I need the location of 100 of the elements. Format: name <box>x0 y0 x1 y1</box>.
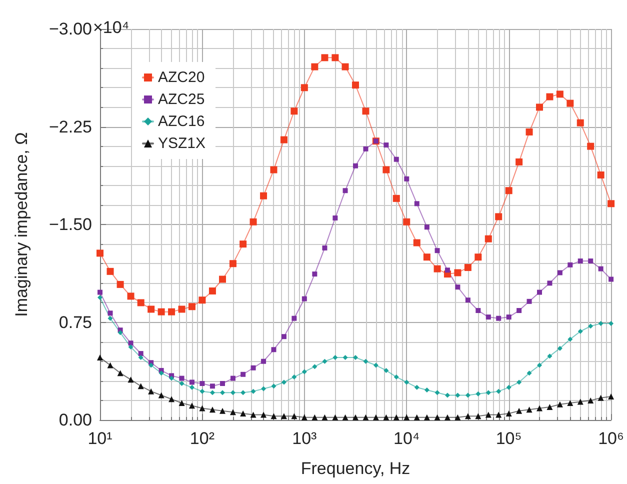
point <box>332 414 338 420</box>
point <box>200 388 205 394</box>
point <box>485 412 492 418</box>
point <box>208 287 216 294</box>
point <box>557 270 562 276</box>
point <box>220 381 226 386</box>
point <box>576 119 584 126</box>
point <box>578 328 583 334</box>
legend-label: AZC20 <box>158 69 205 86</box>
point <box>312 364 318 370</box>
point <box>454 269 462 276</box>
point <box>434 248 440 254</box>
point <box>342 414 348 420</box>
point <box>516 158 523 166</box>
legend-label: AZC25 <box>158 91 205 108</box>
point <box>106 268 114 275</box>
point <box>414 414 420 420</box>
point <box>219 276 226 283</box>
point <box>423 254 430 261</box>
point <box>332 215 338 220</box>
x-tick-label: 10⁶ <box>598 429 624 448</box>
point <box>209 406 216 413</box>
point <box>598 394 604 401</box>
point <box>290 108 298 115</box>
point <box>434 414 440 420</box>
point <box>281 380 286 385</box>
point <box>250 365 256 370</box>
point <box>414 201 420 206</box>
point <box>352 82 359 89</box>
point <box>127 292 134 300</box>
point <box>455 392 460 398</box>
annotation: ×10⁴ <box>93 18 130 37</box>
point <box>444 392 450 398</box>
point <box>352 414 358 420</box>
point <box>280 413 287 420</box>
point <box>158 392 164 398</box>
point <box>311 63 318 70</box>
point <box>332 354 338 360</box>
point <box>546 404 553 410</box>
point <box>464 264 472 272</box>
point <box>363 358 368 364</box>
point <box>300 84 308 92</box>
legend-label: AZC16 <box>158 113 205 130</box>
x-tick-label: 10² <box>190 429 215 448</box>
point <box>476 308 481 314</box>
point <box>189 384 194 390</box>
point <box>434 265 441 272</box>
point <box>198 296 206 304</box>
point <box>179 381 184 386</box>
point <box>556 90 564 98</box>
point <box>107 362 114 368</box>
point <box>200 381 205 386</box>
point <box>568 262 573 268</box>
point <box>352 354 358 360</box>
x-tick-label: 10⁴ <box>394 429 420 448</box>
point <box>240 410 246 416</box>
point <box>199 405 206 412</box>
point <box>404 414 410 420</box>
point <box>302 369 307 374</box>
point <box>363 146 368 152</box>
point <box>444 414 450 420</box>
point <box>116 280 124 288</box>
point <box>506 314 512 320</box>
point <box>220 390 226 396</box>
point <box>434 390 440 396</box>
point <box>526 298 532 304</box>
point <box>384 142 389 148</box>
point <box>98 294 102 300</box>
y-tick-label: −1.50 <box>48 215 92 234</box>
point <box>261 386 266 392</box>
point <box>260 412 267 418</box>
point <box>547 280 552 286</box>
point <box>567 400 574 406</box>
point <box>321 54 328 62</box>
point <box>597 171 604 178</box>
point <box>496 412 502 418</box>
point <box>138 383 144 390</box>
point <box>342 63 349 70</box>
point <box>128 376 134 383</box>
point <box>556 401 563 408</box>
point <box>179 376 184 381</box>
point <box>188 402 195 409</box>
point <box>148 388 154 394</box>
point <box>424 224 430 230</box>
point <box>404 176 410 182</box>
point <box>424 414 430 420</box>
point <box>546 93 554 100</box>
point <box>148 362 154 368</box>
point <box>608 276 614 282</box>
point <box>210 390 215 396</box>
point <box>240 390 246 396</box>
point <box>495 213 502 220</box>
point <box>302 296 307 302</box>
point <box>250 412 256 418</box>
point <box>404 380 410 385</box>
point <box>260 192 268 200</box>
point <box>486 390 491 396</box>
point <box>475 413 482 420</box>
point <box>117 370 124 376</box>
point <box>383 414 390 420</box>
